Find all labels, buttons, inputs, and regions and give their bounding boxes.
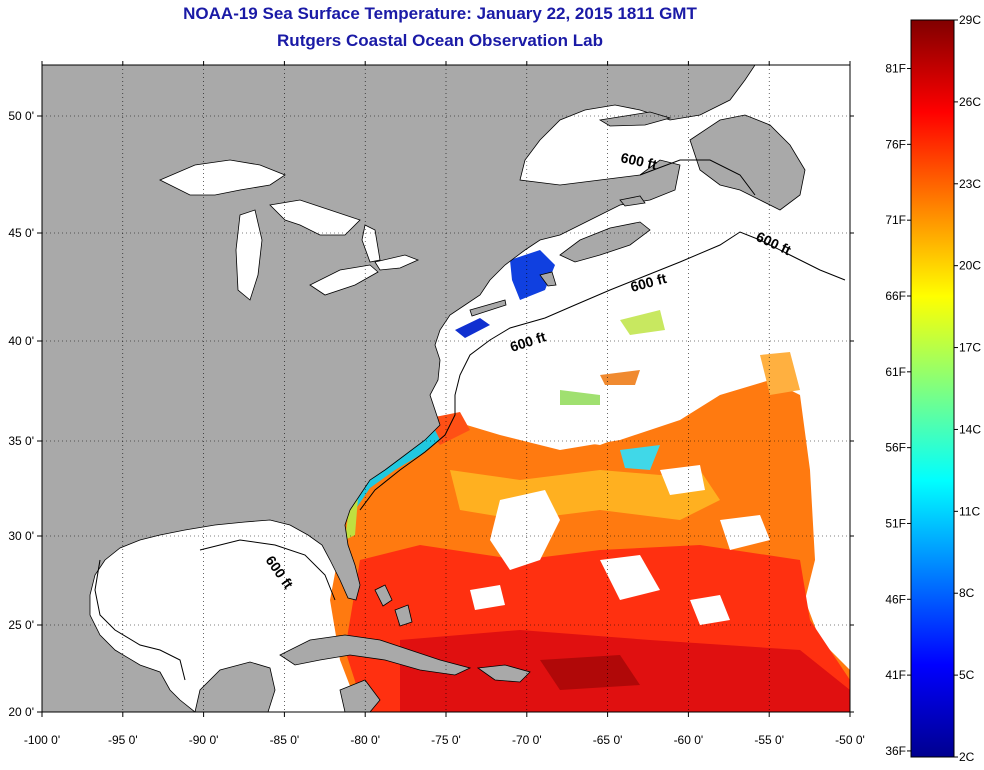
colorbar-label-c: 14C	[959, 422, 981, 436]
colorbar-label-c: 26C	[959, 95, 981, 109]
colorbar-label-f: 71F	[885, 213, 906, 227]
lon-label: -70 0'	[512, 733, 542, 747]
colorbar-labels: 2C 5C 8C 11C 14C 17C 20C 23C 26C 29C 36F 41F 46F 51F 5…	[885, 13, 981, 764]
lat-label: 45 0'	[8, 226, 34, 240]
lon-label: -55 0'	[754, 733, 784, 747]
lat-label: 50 0'	[8, 109, 34, 123]
lat-label: 25 0'	[8, 618, 34, 632]
colorbar-label-f: 66F	[885, 289, 906, 303]
graticule	[42, 65, 850, 712]
lon-label: -85 0'	[270, 733, 300, 747]
lat-label: 30 0'	[8, 529, 34, 543]
colorbar-label-c: 17C	[959, 341, 981, 355]
colorbar-label-c: 23C	[959, 177, 981, 191]
colorbar-label-f: 51F	[885, 516, 906, 530]
sst-field	[330, 250, 850, 712]
longitude-axis: -100 0' -95 0' -90 0' -85 0' -80 0' -75 0' -70…	[24, 61, 865, 747]
lon-label: -80 0'	[350, 733, 380, 747]
colorbar-label-f: 56F	[885, 441, 906, 455]
lon-label: -90 0'	[189, 733, 219, 747]
lon-label: -65 0'	[593, 733, 623, 747]
colorbar-label-f: 81F	[885, 62, 906, 76]
colorbar-label-c: 29C	[959, 13, 981, 27]
latitude-axis: 20 0' 25 0' 30 0' 35 0' 40 0' 45 0' 50 0'	[8, 109, 854, 719]
lon-label: -75 0'	[431, 733, 461, 747]
lon-label: -50 0'	[835, 733, 865, 747]
colorbar	[910, 19, 955, 758]
isobath-600ft	[94, 159, 846, 681]
colorbar-label-f: 41F	[885, 668, 906, 682]
colorbar-label-c: 5C	[959, 668, 975, 682]
colorbar-label-c: 2C	[959, 750, 975, 764]
contour-label: 600 ft	[619, 149, 658, 172]
lat-label: 35 0'	[8, 434, 34, 448]
lon-label: -60 0'	[674, 733, 704, 747]
colorbar-label-f: 36F	[885, 744, 906, 758]
colorbar-label-c: 20C	[959, 259, 981, 273]
lon-label: -95 0'	[108, 733, 138, 747]
map-title: NOAA-19 Sea Surface Temperature: January…	[183, 4, 697, 23]
colorbar-label-c: 8C	[959, 586, 975, 600]
colorbar-label-f: 46F	[885, 592, 906, 606]
colorbar-label-c: 11C	[959, 504, 980, 518]
lat-label: 20 0'	[8, 705, 34, 719]
lakes	[159, 159, 420, 301]
lon-label: -100 0'	[24, 733, 60, 747]
colorbar-label-f: 61F	[885, 365, 906, 379]
map-subtitle: Rutgers Coastal Ocean Observation Lab	[277, 31, 603, 50]
land	[42, 65, 806, 712]
colorbar-label-f: 76F	[885, 137, 906, 151]
lat-label: 40 0'	[8, 334, 34, 348]
